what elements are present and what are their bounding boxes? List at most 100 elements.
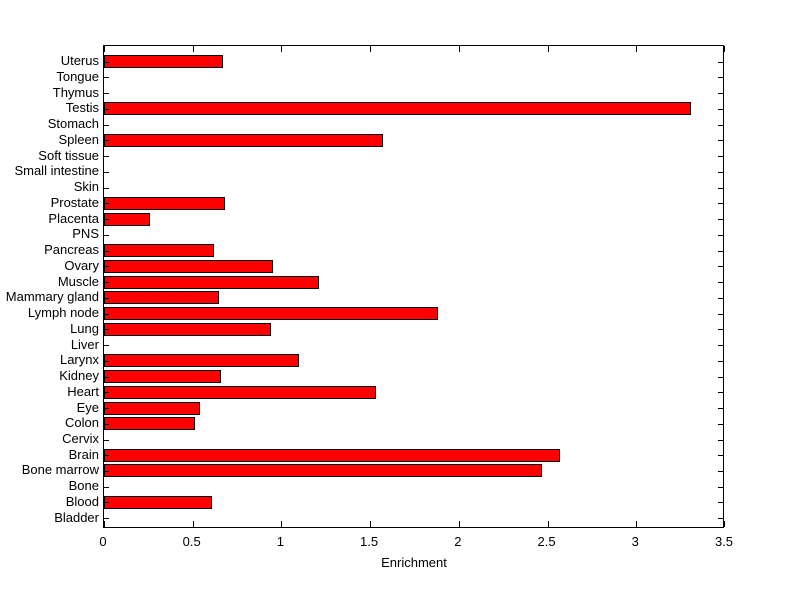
y-tick-mark xyxy=(104,360,109,362)
y-tick-mark xyxy=(104,61,109,63)
y-tick-mark xyxy=(104,502,109,504)
y-tick-mark xyxy=(104,408,109,409)
y-tick-label-small-intestine: Small intestine xyxy=(14,163,99,179)
y-tick-label-stomach: Stomach xyxy=(47,116,99,132)
y-tick-label-blood: Blood xyxy=(65,493,99,509)
x-tick-mark xyxy=(458,521,460,527)
bar-muscle xyxy=(104,275,319,289)
y-tick-mark xyxy=(718,502,723,504)
x-tick-label-0-5: 0.5 xyxy=(182,534,201,549)
x-tick-mark xyxy=(547,521,549,527)
y-tick-label-eye: Eye xyxy=(76,399,99,415)
y-tick-mark xyxy=(718,124,723,126)
y-tick-label-bone-marrow: Bone marrow xyxy=(21,462,99,478)
y-tick-mark xyxy=(104,455,109,457)
y-tick-mark xyxy=(718,329,723,331)
y-tick-mark xyxy=(104,376,109,378)
y-tick-mark xyxy=(718,219,723,221)
y-tick-mark xyxy=(104,124,109,126)
x-tick-label-1-5: 1.5 xyxy=(360,534,379,549)
x-tick-mark xyxy=(370,521,372,527)
x-tick-mark xyxy=(104,521,105,527)
y-tick-label-thymus: Thymus xyxy=(52,84,99,100)
bar-ovary xyxy=(104,259,273,273)
y-tick-label-heart: Heart xyxy=(67,383,99,399)
y-tick-mark xyxy=(104,297,109,299)
y-tick-mark xyxy=(718,455,723,457)
y-tick-mark xyxy=(718,282,723,284)
y-tick-label-testis: Testis xyxy=(65,100,99,116)
y-tick-mark xyxy=(718,61,723,63)
y-tick-mark xyxy=(104,187,109,189)
y-tick-mark xyxy=(718,171,723,173)
x-tick-label-3-5: 3.5 xyxy=(714,534,734,549)
bar-brain xyxy=(104,448,560,462)
bar-pancreas xyxy=(104,244,214,258)
y-tick-mark xyxy=(718,345,723,346)
y-tick-label-spleen: Spleen xyxy=(58,131,99,147)
x-tick-label-3: 3 xyxy=(631,534,639,549)
bar-colon xyxy=(104,417,195,431)
x-tick-mark xyxy=(636,521,638,527)
y-tick-label-liver: Liver xyxy=(70,336,99,352)
y-tick-mark xyxy=(104,345,109,346)
x-tick-mark xyxy=(458,46,460,52)
y-tick-mark xyxy=(718,250,723,252)
y-tick-label-soft-tissue: Soft tissue xyxy=(38,147,99,163)
y-tick-label-colon: Colon xyxy=(65,415,99,431)
y-tick-mark xyxy=(104,423,109,425)
y-tick-mark xyxy=(104,313,109,315)
y-tick-mark xyxy=(718,486,723,488)
y-tick-mark xyxy=(718,360,723,362)
x-tick-label-0: 0 xyxy=(99,534,107,549)
y-tick-mark xyxy=(104,282,109,284)
y-tick-label-pancreas: Pancreas xyxy=(44,242,99,258)
y-tick-mark xyxy=(104,171,109,173)
x-tick-mark xyxy=(104,46,105,52)
y-tick-mark xyxy=(104,77,109,79)
y-tick-label-kidney: Kidney xyxy=(59,368,99,383)
y-tick-mark xyxy=(718,156,723,158)
y-tick-mark xyxy=(104,108,109,110)
y-tick-mark xyxy=(104,486,109,488)
y-tick-mark xyxy=(104,140,109,142)
y-tick-mark xyxy=(104,439,109,441)
x-axis-title: Enrichment xyxy=(381,555,447,570)
y-tick-mark xyxy=(718,108,723,110)
bar-prostate xyxy=(104,196,225,210)
y-tick-mark xyxy=(104,234,109,236)
y-tick-mark xyxy=(104,156,109,158)
y-tick-mark xyxy=(718,77,723,79)
y-tick-label-muscle: Muscle xyxy=(57,273,99,289)
bar-spleen xyxy=(104,133,383,147)
x-tick-label-2: 2 xyxy=(454,534,462,549)
y-tick-mark xyxy=(104,93,109,95)
bar-testis xyxy=(104,102,692,116)
x-tick-label-1: 1 xyxy=(276,534,284,549)
y-tick-label-tongue: Tongue xyxy=(56,68,99,84)
x-tick-label-2-5: 2.5 xyxy=(537,534,556,549)
x-tick-mark xyxy=(370,46,372,52)
y-tick-mark xyxy=(718,234,723,236)
y-tick-mark xyxy=(718,140,723,142)
bar-kidney xyxy=(104,370,222,383)
bar-blood xyxy=(104,495,213,509)
y-tick-label-placenta: Placenta xyxy=(48,210,99,226)
y-tick-label-lung: Lung xyxy=(70,320,99,336)
x-tick-mark xyxy=(636,46,638,52)
y-tick-mark xyxy=(718,266,723,268)
x-tick-mark xyxy=(281,46,283,52)
y-tick-label-pns: PNS xyxy=(72,226,99,242)
y-tick-mark xyxy=(104,203,109,205)
x-tick-mark xyxy=(192,521,194,527)
y-tick-mark xyxy=(718,470,723,472)
plot-area xyxy=(103,45,725,528)
bar-uterus xyxy=(104,55,223,69)
y-tick-label-uterus: Uterus xyxy=(60,53,99,69)
bar-mammary-gland xyxy=(104,291,220,305)
y-tick-mark xyxy=(718,408,723,409)
y-tick-label-brain: Brain xyxy=(68,446,99,462)
y-tick-mark xyxy=(718,392,723,394)
y-tick-mark xyxy=(718,203,723,205)
y-tick-mark xyxy=(718,376,723,378)
